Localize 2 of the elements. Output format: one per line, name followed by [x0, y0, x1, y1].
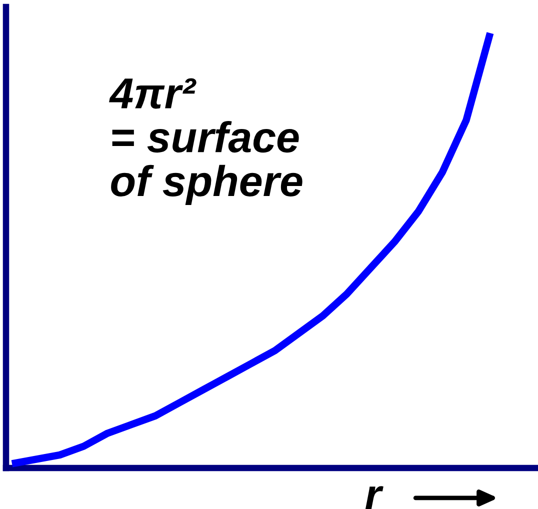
annotation: 4πr² = surface of sphere	[109, 78, 302, 205]
x-axis-title: r	[365, 486, 384, 509]
